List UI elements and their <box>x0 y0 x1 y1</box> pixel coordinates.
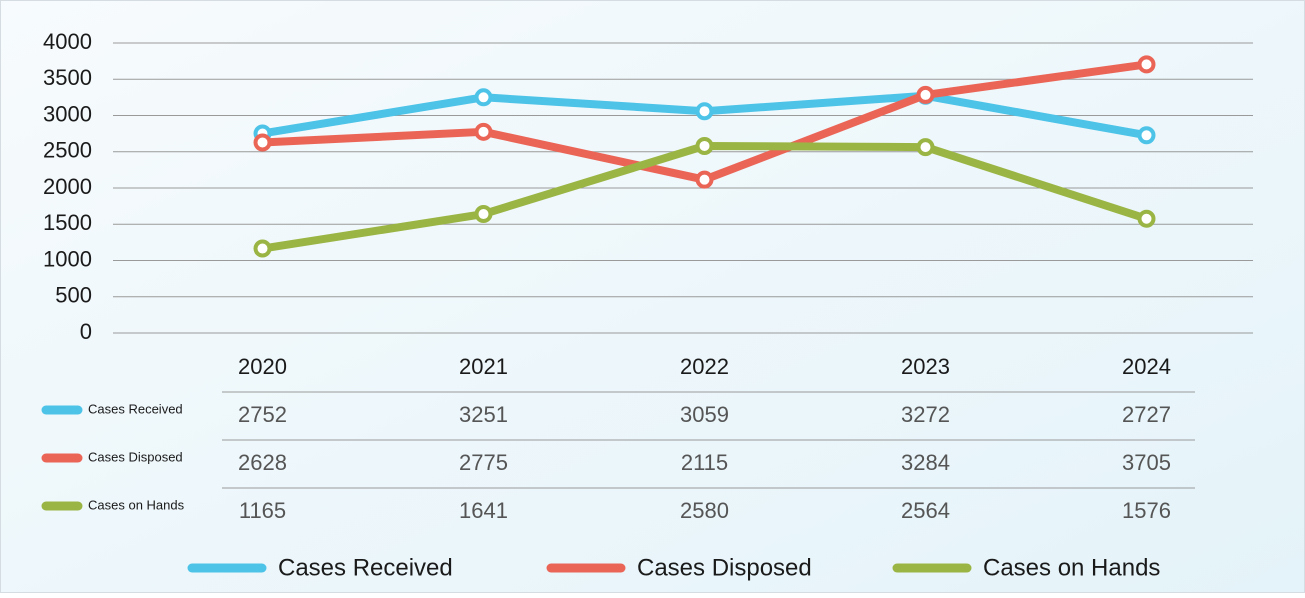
y-tick-label: 1500 <box>43 210 92 235</box>
point-marker <box>916 85 935 104</box>
y-tick-label: 0 <box>80 319 92 344</box>
table-cell: 1576 <box>1122 498 1171 523</box>
point-marker <box>1137 209 1156 228</box>
x-tick-label: 2020 <box>238 354 287 379</box>
table-cell: 2628 <box>238 450 287 475</box>
table-cell: 2115 <box>681 450 728 475</box>
table-cell: 1641 <box>459 498 508 523</box>
point-marker <box>695 102 714 121</box>
x-tick-label: 2024 <box>1122 354 1171 379</box>
point-marker <box>253 239 272 258</box>
table-cell: 2580 <box>680 498 729 523</box>
table-row-label: Cases Received <box>88 401 183 416</box>
point-marker <box>474 122 493 141</box>
table-cell: 2727 <box>1122 402 1171 427</box>
point-marker <box>474 205 493 224</box>
point-marker <box>253 133 272 152</box>
y-tick-label: 3000 <box>43 101 92 126</box>
y-tick-label: 2000 <box>43 174 92 199</box>
table-cell: 2775 <box>459 450 508 475</box>
x-tick-label: 2021 <box>459 354 508 379</box>
table-row-label: Cases Disposed <box>88 449 183 464</box>
table-cell: 3272 <box>901 402 950 427</box>
table-cell: 2752 <box>238 402 287 427</box>
x-tick-label: 2022 <box>680 354 729 379</box>
point-marker <box>695 136 714 155</box>
table-cell: 2564 <box>901 498 950 523</box>
legend-label: Cases on Hands <box>983 554 1160 581</box>
y-tick-label: 1000 <box>43 246 92 271</box>
y-tick-label: 4000 <box>43 29 92 54</box>
x-tick-label: 2023 <box>901 354 950 379</box>
table-cell: 3284 <box>901 450 950 475</box>
y-tick-label: 500 <box>55 283 92 308</box>
table-cell: 1165 <box>239 498 286 523</box>
point-marker <box>916 138 935 157</box>
legend-label: Cases Disposed <box>637 554 812 581</box>
point-marker <box>1137 126 1156 145</box>
y-tick-label: 2500 <box>43 138 92 163</box>
table-cell: 3059 <box>680 402 729 427</box>
table-cell: 3705 <box>1122 450 1171 475</box>
y-tick-label: 3500 <box>43 65 92 90</box>
legend-label: Cases Received <box>278 554 453 581</box>
table-cell: 3251 <box>459 402 508 427</box>
point-marker <box>695 170 714 189</box>
point-marker <box>474 88 493 107</box>
table-row-label: Cases on Hands <box>88 497 185 512</box>
point-marker <box>1137 55 1156 74</box>
